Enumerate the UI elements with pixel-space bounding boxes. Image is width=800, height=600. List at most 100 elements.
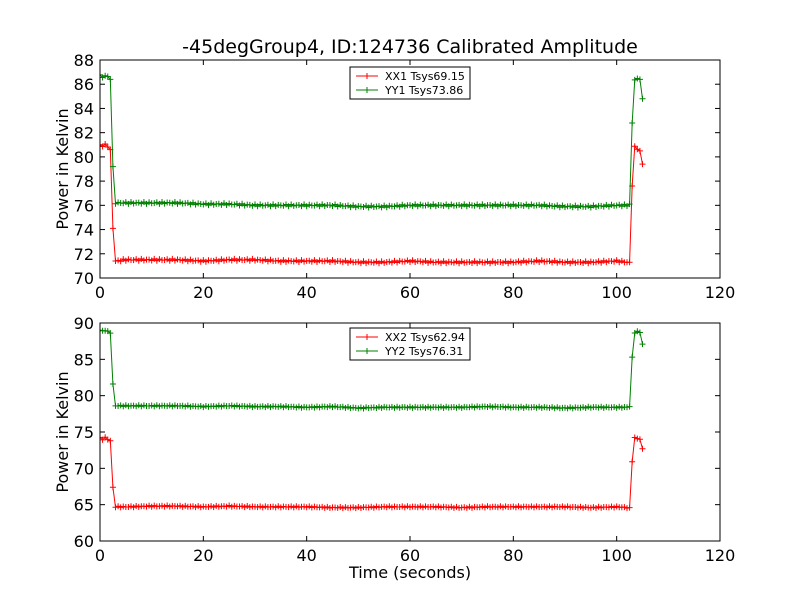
data-point [370,259,377,266]
data-point [135,503,142,510]
data-point [396,504,403,511]
data-point [249,202,256,209]
data-point [438,202,444,209]
x-axis-label: Time (seconds) [348,563,471,582]
data-point [481,259,488,266]
data-point [115,403,122,410]
data-point [386,503,393,510]
data-point [432,259,439,266]
data-point [598,202,605,209]
data-point [357,505,364,512]
data-point [246,504,253,511]
data-point [192,504,199,511]
data-point [476,258,483,265]
data-point [321,504,328,511]
data-point [461,259,468,266]
data-point [443,260,450,267]
data-point [342,203,349,210]
data-point [146,256,153,263]
data-point [458,404,465,411]
data-point [481,403,488,410]
data-point [218,256,225,263]
data-point [639,95,646,102]
data-point [613,404,620,411]
data-point [520,404,527,411]
data-point [363,404,370,411]
data-point [153,402,160,409]
data-point [303,504,310,511]
x-tick-label: 80 [503,546,523,565]
data-point [523,403,530,410]
data-point [171,257,178,264]
data-point [391,203,398,210]
data-point [551,203,558,210]
data-point [125,256,132,263]
data-point [608,503,615,510]
data-point [295,201,302,208]
data-point [414,504,421,511]
data-point [125,403,132,410]
data-point [208,200,215,207]
x-tick-label: 120 [705,546,736,565]
data-point [458,258,465,265]
data-point [210,403,217,410]
data-point [355,503,362,510]
data-point [639,161,646,168]
data-point [520,202,527,209]
data-point [587,258,594,265]
data-point [401,203,408,210]
data-point [164,256,171,263]
data-point [487,403,494,410]
data-point [357,404,364,411]
data-point [195,503,202,510]
data-point [500,403,506,410]
data-point [611,504,618,511]
data-point [585,403,592,410]
data-point [412,258,419,265]
data-point [435,503,442,510]
data-point [102,140,109,147]
data-point [100,436,106,443]
data-point [533,503,540,510]
data-point [355,405,362,412]
data-point [241,504,248,511]
data-point [306,404,313,411]
data-point [130,200,137,207]
data-point [177,256,184,263]
data-point [218,403,225,410]
data-point [569,405,576,412]
data-point [386,258,393,265]
data-point [567,404,574,411]
data-point [469,403,475,410]
data-point [430,503,437,510]
data-point [463,203,470,210]
data-point [140,257,147,264]
data-point [316,257,323,264]
y-tick-label: 74 [74,221,94,240]
data-point [177,199,184,206]
data-point [120,403,127,410]
data-point [386,404,393,411]
data-point [466,503,473,510]
data-point [453,404,460,411]
data-point [329,404,336,411]
data-point [115,199,122,206]
data-point [401,404,408,411]
x-tick-label: 20 [193,283,213,302]
data-point [518,202,525,209]
data-point [528,503,535,510]
data-point [518,504,525,511]
chart-panel-2: 0 20 40 60 80 100 120 60 65 70 75 80 85 90 Power in Ke… [53,314,735,582]
data-point [187,403,194,410]
data-point [631,434,638,441]
data-point [226,256,233,263]
data-point [626,259,633,266]
data-point [195,200,202,207]
chart-panel-1: 0 20 40 60 80 100 120 70 72 74 76 78 80 82 84 86 88 Power… [53,51,735,302]
data-point [580,504,587,511]
data-point [378,404,385,411]
data-point [621,504,628,511]
